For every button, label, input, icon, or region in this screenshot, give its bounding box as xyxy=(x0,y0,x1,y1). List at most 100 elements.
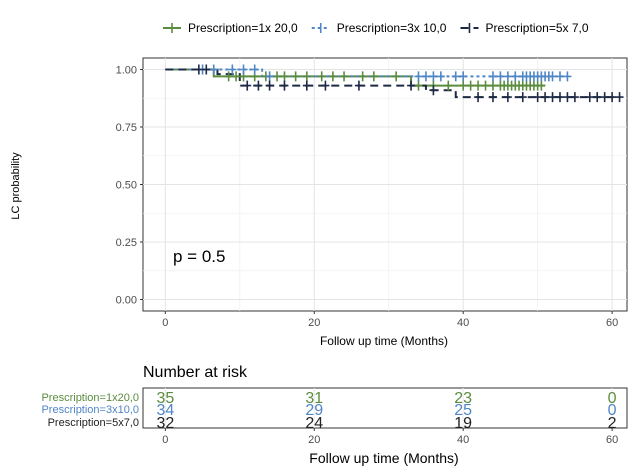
risk-table-row: Prescription=1x20,0 35 31 23 0 xyxy=(41,390,616,407)
km-censor-mark xyxy=(436,71,445,82)
km-censor-mark xyxy=(328,71,337,82)
km-censor-mark xyxy=(239,64,248,75)
km-grid xyxy=(143,58,627,311)
km-censor-mark xyxy=(600,92,609,103)
km-censor-mark xyxy=(459,80,468,91)
km-y-axis-label: LC probability xyxy=(10,152,22,220)
km-censor-mark xyxy=(407,80,416,91)
km-censor-mark xyxy=(369,71,378,82)
km-censor-mark xyxy=(280,71,289,82)
km-censor-mark xyxy=(232,71,241,82)
km-censor-mark xyxy=(503,92,512,103)
km-censor-marks xyxy=(194,64,624,103)
km-y-tick-label: 0.50 xyxy=(116,180,137,192)
km-y-tick-label: 0.25 xyxy=(116,237,137,249)
risk-x-tick-label: 60 xyxy=(606,434,618,446)
km-censor-mark xyxy=(209,64,218,75)
km-censor-mark xyxy=(202,64,211,75)
km-censor-mark xyxy=(488,92,497,103)
km-censor-mark xyxy=(608,92,617,103)
km-series-line-3 xyxy=(165,68,620,99)
km-censor-mark xyxy=(243,80,252,91)
km-x-tick-label: 0 xyxy=(162,317,168,329)
risk-row-label: Prescription=1x20,0 xyxy=(41,392,139,404)
km-censor-mark xyxy=(548,71,557,82)
risk-count-cell: 0 xyxy=(608,402,617,419)
km-censor-mark xyxy=(302,71,311,82)
legend-item-label: Prescription=3x 10,0 xyxy=(337,21,447,35)
km-censor-mark xyxy=(340,71,349,82)
risk-table-grid xyxy=(164,388,613,428)
km-censor-mark xyxy=(466,80,475,91)
km-censor-mark xyxy=(250,64,259,75)
km-censor-mark xyxy=(537,80,546,91)
km-censor-mark xyxy=(429,85,438,96)
km-censor-mark xyxy=(585,92,594,103)
km-censor-mark xyxy=(280,80,289,91)
km-censor-mark xyxy=(488,71,497,82)
km-censor-mark xyxy=(474,92,483,103)
km-censor-mark xyxy=(414,80,423,91)
km-censor-mark xyxy=(421,71,430,82)
legend-item-label: Prescription=1x 20,0 xyxy=(188,21,298,35)
risk-table-rows: Prescription=1x20,0 35 31 23 0Prescription=3… xyxy=(41,390,616,432)
km-censor-mark xyxy=(354,80,363,91)
km-censor-mark xyxy=(496,71,505,82)
km-censor-mark xyxy=(265,80,274,91)
risk-row-label: Prescription=5x7,0 xyxy=(48,417,139,429)
km-censor-mark xyxy=(488,80,497,91)
risk-x-tick-label: 40 xyxy=(457,434,469,446)
risk-table-x-axis-label: Follow up time (Months) xyxy=(309,450,458,466)
km-censor-mark xyxy=(474,80,483,91)
legend-item-3: Prescription=5x 7,0 xyxy=(460,21,589,35)
km-censor-mark xyxy=(593,92,602,103)
risk-count-cell: 23 xyxy=(454,390,472,407)
risk-table-x-axis: 0 20 40 60 xyxy=(162,428,618,446)
km-censor-mark xyxy=(541,92,550,103)
km-censor-mark xyxy=(321,80,330,91)
km-censor-mark xyxy=(570,92,579,103)
km-y-tick-label: 1.00 xyxy=(116,65,137,77)
km-y-tick-label: 0.75 xyxy=(116,122,137,134)
km-censor-mark xyxy=(451,71,460,82)
km-censor-mark xyxy=(302,80,311,91)
risk-count-cell: 29 xyxy=(305,402,323,419)
p-value-annotation: p = 0.5 xyxy=(173,247,225,266)
risk-count-cell: 19 xyxy=(454,415,472,432)
risk-count-cell: 35 xyxy=(156,390,174,407)
legend-item-1: Prescription=1x 20,0 xyxy=(163,21,298,35)
km-censor-mark xyxy=(555,71,564,82)
legend-item-label: Prescription=5x 7,0 xyxy=(485,21,588,35)
km-censor-mark xyxy=(194,64,203,75)
risk-count-cell: 0 xyxy=(608,390,617,407)
risk-table-row: Prescription=3x10,0 34 29 25 0 xyxy=(41,402,616,419)
risk-count-cell: 34 xyxy=(156,402,174,419)
risk-x-tick-label: 20 xyxy=(308,434,320,446)
km-censor-mark xyxy=(459,71,468,82)
km-censor-mark xyxy=(511,71,520,82)
km-censor-mark xyxy=(563,71,572,82)
km-x-tick-label: 20 xyxy=(308,317,320,329)
km-censor-mark xyxy=(228,64,237,75)
km-censor-mark xyxy=(254,80,263,91)
risk-count-cell: 31 xyxy=(305,390,323,407)
risk-count-cell: 2 xyxy=(608,415,617,432)
km-censor-mark xyxy=(563,92,572,103)
km-x-tick-label: 60 xyxy=(606,317,618,329)
km-censor-mark xyxy=(615,92,624,103)
risk-count-cell: 25 xyxy=(454,402,472,419)
km-y-tick-label: 0.00 xyxy=(116,295,137,307)
km-censor-mark xyxy=(429,71,438,82)
km-censor-mark xyxy=(481,80,490,91)
risk-table-title: Number at risk xyxy=(143,364,248,381)
km-censor-mark xyxy=(518,92,527,103)
km-censor-mark xyxy=(555,92,564,103)
km-censor-mark xyxy=(503,71,512,82)
km-censor-mark xyxy=(533,92,542,103)
risk-x-tick-label: 0 xyxy=(162,434,168,446)
km-censor-mark xyxy=(265,71,274,82)
km-censor-mark xyxy=(548,92,557,103)
legend: Prescription=1x 20,0 Prescription=3x 10,0… xyxy=(163,21,589,35)
km-plot-panel: p = 0.5 xyxy=(142,57,628,312)
